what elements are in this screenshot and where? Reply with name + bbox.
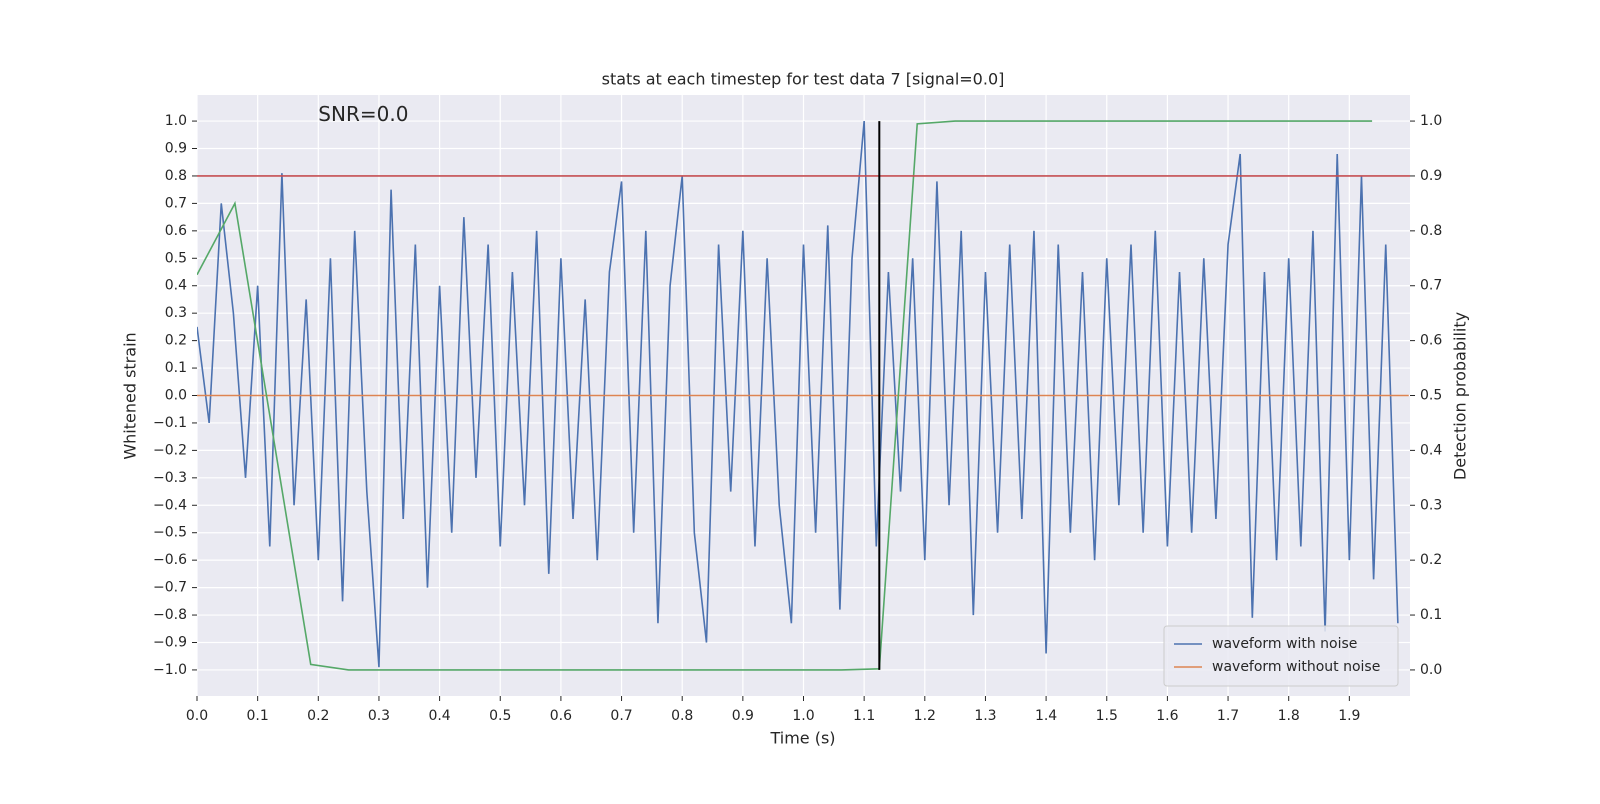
- y2-tick-label: 0.7: [1420, 278, 1442, 294]
- y2-tick-label: 0.4: [1420, 442, 1442, 458]
- x-tick-label: 1.8: [1278, 708, 1300, 724]
- y-tick-label: −0.1: [153, 415, 187, 431]
- y-tick-label: 0.3: [165, 305, 187, 321]
- x-axis-label: Time (s): [769, 729, 835, 748]
- y2-tick-label: 0.5: [1420, 388, 1442, 404]
- y2-tick-label: 0.2: [1420, 552, 1442, 568]
- y-tick-label: −1.0: [153, 662, 187, 678]
- x-tick-label: 0.0: [186, 708, 208, 724]
- y-tick-label: −0.7: [153, 580, 187, 596]
- y2-tick-label: 0.8: [1420, 223, 1442, 239]
- x-tick-label: 0.3: [368, 708, 390, 724]
- y-tick-label: 0.2: [165, 333, 187, 349]
- x-tick-label: 1.6: [1156, 708, 1178, 724]
- x-tick-label: 0.8: [671, 708, 693, 724]
- y2-tick-label: 0.0: [1420, 662, 1442, 678]
- x-tick-label: 0.5: [489, 708, 511, 724]
- x-tick-label: 0.6: [550, 708, 572, 724]
- y-tick-label: 1.0: [165, 113, 187, 129]
- y-tick-label: 0.0: [165, 388, 187, 404]
- y-tick-label: −0.6: [153, 552, 187, 568]
- x-tick-label: 1.3: [974, 708, 996, 724]
- legend-label: waveform without noise: [1212, 659, 1380, 675]
- x-tick-label: 1.4: [1035, 708, 1057, 724]
- x-tick-label: 0.9: [732, 708, 754, 724]
- y-tick-label: −0.2: [153, 442, 187, 458]
- y-axis-label: Whitened strain: [121, 332, 140, 459]
- x-tick-label: 1.9: [1338, 708, 1360, 724]
- y-tick-label: 0.6: [165, 223, 187, 239]
- y2-tick-label: 0.1: [1420, 607, 1442, 623]
- x-tick-label: 0.2: [307, 708, 329, 724]
- x-tick-label: 1.2: [914, 708, 936, 724]
- x-tick-label: 0.4: [428, 708, 450, 724]
- x-tick-label: 1.0: [792, 708, 814, 724]
- y-tick-label: 0.9: [165, 141, 187, 157]
- y2-tick-label: 0.9: [1420, 168, 1442, 184]
- x-tick-label: 0.7: [610, 708, 632, 724]
- y2-tick-label: 0.6: [1420, 333, 1442, 349]
- y-tick-label: 0.7: [165, 195, 187, 211]
- x-tick-label: 1.1: [853, 708, 875, 724]
- y-tick-label: 0.4: [165, 278, 187, 294]
- y2-tick-label: 0.3: [1420, 497, 1442, 513]
- y-tick-label: 0.1: [165, 360, 187, 376]
- y-tick-label: −0.9: [153, 634, 187, 650]
- x-tick-label: 1.5: [1096, 708, 1118, 724]
- legend-label: waveform with noise: [1212, 636, 1357, 652]
- y-tick-label: −0.5: [153, 525, 187, 541]
- y2-axis-label: Detection probability: [1451, 312, 1470, 480]
- annotation: SNR=0.0: [318, 102, 408, 126]
- y-tick-label: −0.8: [153, 607, 187, 623]
- y-tick-label: −0.3: [153, 470, 187, 486]
- y-tick-label: −0.4: [153, 497, 187, 513]
- x-tick-label: 1.7: [1217, 708, 1239, 724]
- y-tick-label: 0.8: [165, 168, 187, 184]
- chart-title: stats at each timestep for test data 7 […: [602, 70, 1005, 89]
- y2-tick-label: 1.0: [1420, 113, 1442, 129]
- y-tick-label: 0.5: [165, 250, 187, 266]
- x-tick-label: 0.1: [247, 708, 269, 724]
- series-line: [197, 120, 1373, 671]
- legend: [1163, 625, 1399, 687]
